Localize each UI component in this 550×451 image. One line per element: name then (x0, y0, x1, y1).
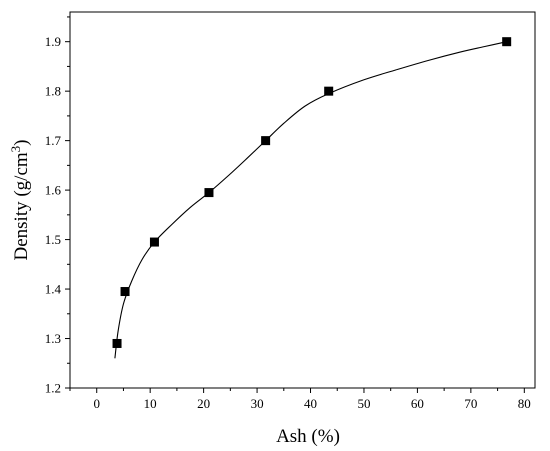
y-tick-label: 1.9 (45, 34, 61, 49)
data-point-marker (261, 136, 271, 146)
y-axis-title-main: Density (g/cm (11, 152, 32, 260)
x-tick-label: 30 (251, 396, 264, 411)
x-tick-label: 80 (518, 396, 531, 411)
y-tick-label: 1.7 (45, 133, 62, 148)
x-tick-label: 60 (411, 396, 424, 411)
y-axis-ticks (65, 16, 70, 389)
x-axis-tick-labels: 0 10 20 30 40 50 60 70 80 (93, 396, 530, 411)
x-tick-label: 70 (464, 396, 477, 411)
y-tick-label: 1.5 (45, 232, 61, 247)
data-point-marker (502, 37, 512, 47)
x-axis-title: Ash (%) (276, 426, 340, 447)
y-axis-title-end: ) (11, 139, 32, 145)
data-point-marker (112, 338, 122, 348)
x-axis-ticks (69, 388, 525, 393)
x-tick-label: 20 (197, 396, 210, 411)
y-tick-label: 1.8 (45, 84, 61, 99)
y-tick-label: 1.4 (45, 282, 62, 297)
y-tick-label: 1.6 (45, 183, 62, 198)
y-tick-label: 1.3 (45, 331, 61, 346)
data-point-marker (120, 287, 130, 297)
y-tick-label: 1.2 (45, 381, 61, 396)
x-tick-label: 0 (93, 396, 100, 411)
y-axis-title-sup: 3 (8, 146, 23, 153)
x-tick-label: 50 (357, 396, 370, 411)
y-axis-title: Density (g/cm3) (8, 139, 32, 260)
fit-curve (114, 41, 507, 359)
plot-frame (69, 11, 536, 389)
data-point-marker (149, 237, 159, 247)
data-point-marker (204, 188, 214, 198)
x-tick-label: 40 (304, 396, 317, 411)
data-points (112, 37, 512, 348)
x-tick-label: 10 (144, 396, 157, 411)
y-axis-tick-labels: 1.2 1.3 1.4 1.5 1.6 1.7 1.8 1.9 (45, 34, 62, 395)
data-point-marker (324, 86, 334, 96)
